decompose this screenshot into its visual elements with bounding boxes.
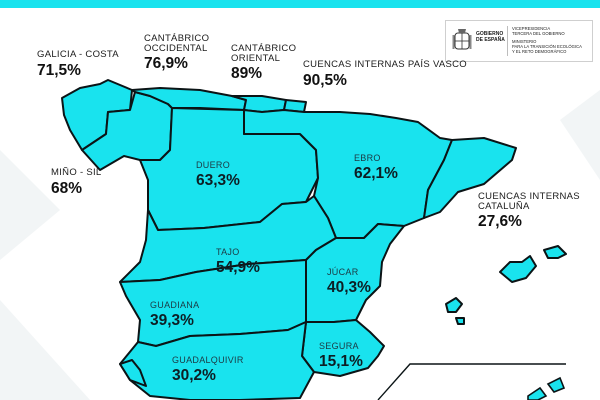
basin-value: 62,1% [354, 165, 398, 182]
government-logo: GOBIERNO DE ESPAÑA VICEPRESIDENCIA TERCE… [445, 20, 593, 62]
gov-line-1: GOBIERNO [476, 31, 504, 37]
label-galicia-costa: GALICIA - COSTA 71,5% [37, 50, 119, 78]
canary-inset-separator [377, 363, 566, 400]
basin-value: 40,3% [327, 279, 371, 296]
basin-name: GUADALQUIVIR [172, 355, 244, 365]
label-segura: SEGURA 15,1% [319, 342, 363, 370]
government-name: GOBIERNO DE ESPAÑA [476, 31, 505, 43]
basin-name-2: ORIENTAL [231, 52, 281, 64]
gov-line-2: DE ESPAÑA [476, 37, 505, 43]
basin-value: 27,6% [478, 213, 522, 230]
basin-value: 89% [231, 65, 263, 82]
island-menorca[interactable] [543, 245, 567, 259]
ministry-line-4: PARA LA TRANSICIÓN ECOLÓGICA [512, 44, 582, 49]
logo-divider [507, 26, 508, 56]
basin-value: 39,3% [150, 312, 194, 329]
basin-name: DUERO [196, 160, 231, 170]
basin-name: MIÑO - SIL [51, 167, 102, 178]
region-tinto-odiel[interactable] [119, 359, 147, 387]
island-ibiza[interactable] [445, 297, 463, 313]
island-fuerteventura[interactable] [527, 386, 548, 400]
basin-name: TAJO [216, 247, 240, 257]
basin-name: EBRO [354, 153, 381, 163]
basin-name: CUENCAS INTERNAS [478, 191, 580, 202]
label-guadiana: GUADIANA 39,3% [150, 301, 199, 329]
label-guadalquivir: GUADALQUIVIR 30,2% [172, 356, 244, 384]
basin-name-2: OCCIDENTAL [144, 42, 208, 54]
label-duero: DUERO 63,3% [196, 161, 240, 189]
ministry-line-3: MINISTERIO [512, 39, 537, 44]
top-accent-bar [0, 0, 600, 8]
basin-name: CANTÁBRICO [144, 33, 210, 44]
basin-name: GUADIANA [150, 300, 200, 310]
ministry-line-2: TERCERA DEL GOBIERNO [512, 31, 565, 36]
island-mallorca[interactable] [499, 255, 537, 283]
basin-value: 54,9% [216, 259, 260, 276]
ministry-line-5: Y EL RETO DEMOGRÁFICO [512, 49, 567, 54]
label-mino-sil: MIÑO - SIL 68% [51, 168, 102, 196]
region-guadalquivir[interactable] [119, 321, 315, 400]
label-pais-vasco: CUENCAS INTERNAS PAÍS VASCO 90,5% [303, 60, 467, 88]
label-jucar: JÚCAR 40,3% [327, 268, 371, 296]
basin-name: JÚCAR [327, 267, 359, 277]
basin-name: CANTÁBRICO [231, 43, 297, 54]
basin-name-2: CATALUÑA [478, 200, 530, 212]
basin-value: 30,2% [172, 367, 216, 384]
label-cataluna: CUENCAS INTERNAS CATALUÑA 27,6% [478, 192, 580, 230]
island-lanzarote[interactable] [546, 376, 566, 393]
label-cantabrico-occidental: CANTÁBRICO OCCIDENTAL 76,9% [144, 34, 209, 72]
basin-name: GALICIA - COSTA [37, 49, 119, 60]
ministry-line-1: VICEPRESIDENCIA [512, 26, 551, 31]
coat-of-arms-icon [452, 29, 472, 50]
basin-value: 68% [51, 179, 83, 197]
label-ebro: EBRO 62,1% [354, 154, 398, 182]
region-cataluna[interactable] [423, 137, 517, 219]
basin-name: CUENCAS INTERNAS PAÍS VASCO [303, 59, 468, 70]
basin-value: 71,5% [37, 61, 81, 79]
basin-name: SEGURA [319, 341, 359, 351]
label-cantabrico-oriental: CANTÁBRICO ORIENTAL 89% [231, 44, 296, 82]
island-formentera[interactable] [455, 317, 465, 325]
basin-value: 15,1% [319, 353, 363, 370]
basin-value: 63,3% [196, 172, 240, 189]
ministry-name: VICEPRESIDENCIA TERCERA DEL GOBIERNO MIN… [512, 26, 592, 54]
label-tajo: TAJO 54,9% [216, 248, 260, 276]
basin-value: 76,9% [144, 55, 188, 72]
basin-value: 90,5% [303, 71, 347, 89]
